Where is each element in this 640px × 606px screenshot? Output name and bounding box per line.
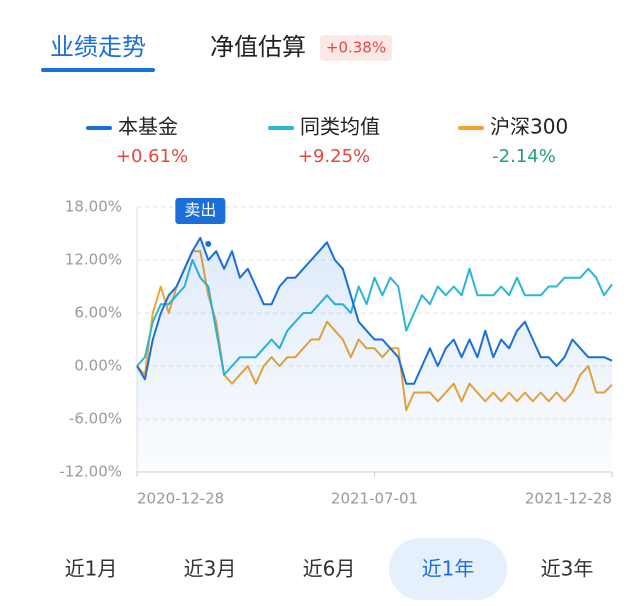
badge-bg [320, 35, 392, 61]
x-tick-label: 2021-07-01 [331, 490, 418, 508]
series-line [136, 236, 613, 385]
x-tick-label: 2021-12-28 [525, 490, 612, 508]
period-active-bg [389, 538, 507, 600]
annotation-bg [175, 198, 226, 224]
annotation: 卖出 [184, 201, 216, 220]
y-tick-label: 0.00% [74, 357, 122, 375]
period-button[interactable]: 近1月 [65, 557, 118, 581]
period-button[interactable]: 近3月 [184, 557, 237, 581]
legend-label: 本基金 [118, 115, 178, 139]
y-tick-label: 12.00% [65, 251, 122, 269]
y-tick-label: -6.00% [69, 410, 122, 428]
period-button[interactable]: 近1年 [422, 557, 475, 581]
x-tick-label: 2020-12-28 [137, 490, 224, 508]
annotation-point [205, 240, 212, 247]
badge: +0.38% [326, 39, 386, 57]
legend-label: 同类均值 [300, 115, 380, 139]
tab[interactable]: 净值估算 [210, 33, 306, 61]
legend-value: +9.25% [298, 146, 370, 167]
period-button[interactable]: 近6月 [303, 557, 356, 581]
tab-underline [41, 68, 155, 72]
y-tick-label: -12.00% [59, 463, 122, 481]
legend-label: 沪深300 [490, 115, 568, 139]
legend-value: -2.14% [492, 146, 556, 167]
area-fill [137, 237, 612, 472]
y-tick-label: 6.00% [74, 304, 122, 322]
y-tick-label: 18.00% [65, 198, 122, 216]
period-button[interactable]: 近3年 [541, 557, 594, 581]
legend-value: +0.61% [116, 146, 188, 167]
tab[interactable]: 业绩走势 [50, 33, 146, 61]
